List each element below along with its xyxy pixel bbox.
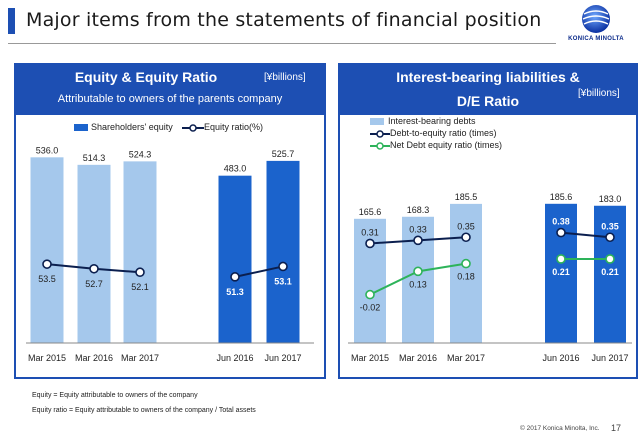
de-ratio-point — [605, 232, 615, 243]
equity-value-label: 514.3 — [83, 153, 106, 163]
x-tick-label: Jun 2017 — [264, 353, 301, 363]
de-ratio-label: 0.33 — [409, 224, 427, 234]
equity-chart: 536.0 Mar 2015 514.3 Mar 2016 524.3 Mar 2017 4… — [26, 145, 314, 363]
debt-panel-title-line1: Interest-bearing liabilities & — [396, 69, 580, 85]
bar-swatch-icon — [74, 124, 88, 132]
de-ratio-label: 0.38 — [552, 217, 570, 227]
title-accent-bar — [8, 8, 15, 34]
debt-legend-line1: Debt-to-equity ratio (times) — [370, 128, 497, 138]
equity-legend-bar: Shareholders' equity — [74, 122, 173, 132]
net-de-ratio-point — [461, 258, 471, 269]
equity-ratio-point — [42, 259, 52, 269]
x-tick-label: Mar 2016 — [75, 353, 113, 363]
line-swatch-icon — [182, 123, 204, 132]
equity-legend-bar-label: Shareholders' equity — [91, 122, 173, 132]
equity-value-label: 483.0 — [224, 164, 247, 174]
header-divider — [8, 43, 556, 44]
equity-panel-title: Equity & Equity Ratio — [74, 69, 218, 85]
x-tick-label: Mar 2017 — [121, 353, 159, 363]
net-de-ratio-label: 0.21 — [601, 267, 619, 277]
de-ratio-label: 0.31 — [361, 227, 379, 237]
de-ratio-point — [556, 227, 566, 238]
debt-bar — [450, 203, 482, 343]
x-tick-label: Mar 2015 — [351, 353, 389, 363]
debt-value-label: 183.0 — [599, 194, 622, 204]
x-tick-label: Jun 2017 — [591, 353, 628, 363]
page-title: Major items from the statements of finan… — [26, 9, 542, 31]
equity-ratio-point — [135, 267, 145, 278]
debt-legend-line2: Net Debt equity ratio (times) — [370, 140, 502, 150]
de-ratio-label: 0.35 — [457, 221, 475, 231]
net-de-ratio-label: 0.21 — [552, 267, 570, 277]
debt-panel: Interest-bearing liabilities & D/E Ratio… — [338, 63, 638, 379]
equity-bar — [30, 157, 64, 343]
equity-ratio-label: 51.3 — [226, 287, 244, 297]
net-de-ratio-point — [365, 289, 375, 300]
debt-value-label: 185.6 — [550, 192, 573, 202]
debt-value-label: 168.3 — [407, 205, 430, 215]
x-tick-label: Jun 2016 — [216, 353, 253, 363]
equity-ratio-line — [234, 265, 284, 278]
equity-ratio-label: 53.1 — [274, 276, 292, 286]
de-ratio-point — [413, 235, 423, 246]
debt-panel-title-line2: D/E Ratio — [456, 93, 520, 109]
x-tick-label: Mar 2016 — [399, 353, 437, 363]
debt-bar — [545, 203, 577, 343]
equity-bar — [218, 175, 252, 343]
logo-text: KONICA MINOLTA — [568, 36, 624, 42]
net-de-ratio-label: 0.18 — [457, 272, 475, 282]
equity-ratio-point — [89, 263, 99, 274]
de-ratio-line — [560, 231, 611, 239]
net-de-ratio-point — [413, 266, 423, 277]
debt-bar — [594, 205, 626, 343]
equity-bar — [123, 161, 157, 343]
debt-value-label: 185.5 — [455, 192, 478, 202]
de-ratio-label: 0.35 — [601, 221, 619, 231]
page-number: 17 — [611, 423, 622, 433]
equity-panel: Equity & Equity Ratio [¥billions] Attrib… — [14, 63, 326, 379]
debt-legend-bar-label: Interest-bearing debts — [388, 116, 476, 126]
footnote-equity: Equity = Equity attributable to owners o… — [32, 392, 198, 399]
equity-bar — [77, 164, 111, 343]
x-tick-label: Mar 2017 — [447, 353, 485, 363]
konica-minolta-logo-icon — [582, 5, 610, 33]
equity-ratio-label: 53.5 — [38, 274, 56, 284]
net-de-ratio-label: -0.02 — [360, 303, 381, 313]
footnote-equity-ratio: Equity ratio = Equity attributable to ow… — [32, 407, 256, 414]
equity-legend-line: Equity ratio(%) — [182, 122, 263, 132]
equity-ratio-point — [230, 272, 240, 282]
copyright: © 2017 Konica Minolta, Inc. — [520, 425, 600, 432]
debt-legend-line1-label: Debt-to-equity ratio (times) — [390, 128, 497, 138]
equity-bar — [266, 160, 300, 343]
debt-legend-bar: Interest-bearing debts — [370, 116, 476, 126]
equity-ratio-point — [278, 261, 288, 272]
equity-ratio-label: 52.7 — [85, 279, 103, 289]
de-ratio-point — [365, 238, 375, 249]
debt-value-label: 165.6 — [359, 207, 382, 217]
equity-panel-header: Equity & Equity Ratio [¥billions] Attrib… — [16, 65, 324, 115]
net-de-ratio-point — [556, 254, 566, 264]
net-de-ratio-point — [605, 254, 615, 264]
equity-value-label: 524.3 — [129, 149, 152, 159]
equity-ratio-label: 52.1 — [131, 282, 149, 292]
bar-swatch-icon — [370, 118, 384, 126]
net-de-ratio-label: 0.13 — [409, 279, 427, 289]
line-swatch-icon — [370, 141, 390, 150]
equity-value-label: 525.7 — [272, 149, 295, 159]
equity-legend-line-label: Equity ratio(%) — [204, 122, 264, 132]
equity-value-label: 536.0 — [36, 145, 59, 155]
x-tick-label: Jun 2016 — [542, 353, 579, 363]
debt-panel-unit: [¥billions] — [578, 88, 620, 99]
x-tick-label: Mar 2015 — [28, 353, 66, 363]
debt-panel-header: Interest-bearing liabilities & D/E Ratio… — [340, 65, 636, 115]
equity-panel-subtitle: Attributable to owners of the parents co… — [57, 93, 283, 105]
equity-panel-unit: [¥billions] — [264, 72, 306, 83]
de-ratio-point — [461, 232, 471, 243]
line-swatch-icon — [370, 129, 390, 138]
debt-chart: 165.6 Mar 2015 168.3 Mar 2016 185.5 Mar 2017 1… — [348, 192, 632, 363]
debt-legend-line2-label: Net Debt equity ratio (times) — [390, 140, 503, 150]
